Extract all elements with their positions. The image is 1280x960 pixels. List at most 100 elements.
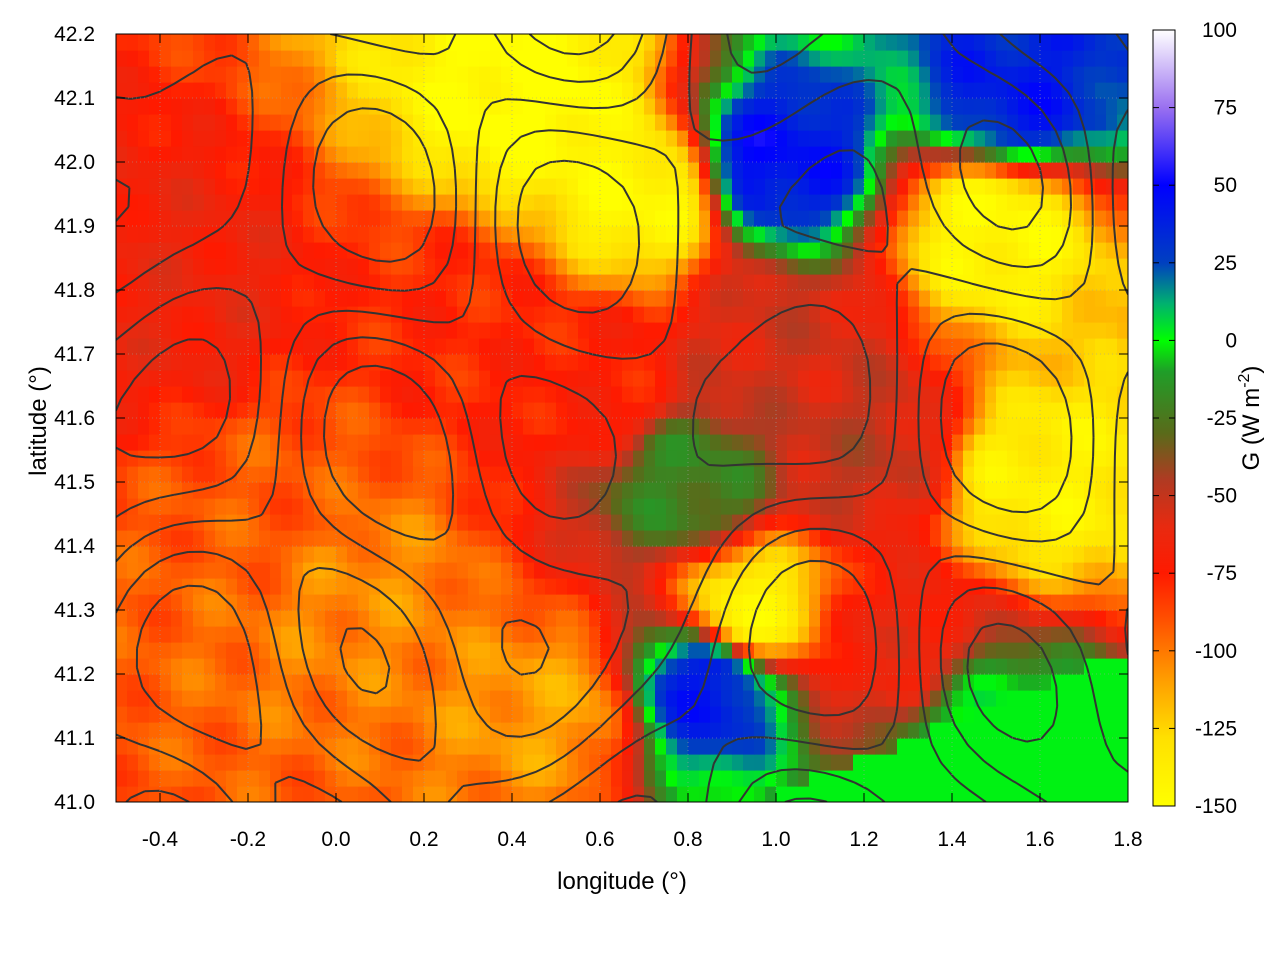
heatmap-cell xyxy=(402,386,414,403)
heatmap-cell xyxy=(622,130,634,147)
heatmap-cell xyxy=(391,738,403,755)
heatmap-cell xyxy=(941,82,953,99)
heatmap-cell xyxy=(622,466,634,483)
heatmap-cell xyxy=(226,594,238,611)
heatmap-cell xyxy=(314,386,326,403)
heatmap-cell xyxy=(655,354,667,371)
heatmap-cell xyxy=(875,562,887,579)
heatmap-cell xyxy=(336,466,348,483)
heatmap-cell xyxy=(545,498,557,515)
heatmap-cell xyxy=(710,290,722,307)
heatmap-cell xyxy=(1084,370,1096,387)
heatmap-cell xyxy=(776,594,788,611)
heatmap-cell xyxy=(677,754,689,771)
heatmap-cell xyxy=(732,610,744,627)
heatmap-cell xyxy=(908,722,920,739)
heatmap-cell xyxy=(655,82,667,99)
heatmap-cell xyxy=(556,722,568,739)
heatmap-cell xyxy=(127,722,139,739)
heatmap-cell xyxy=(1029,594,1041,611)
heatmap-cell xyxy=(754,258,766,275)
heatmap-cell xyxy=(1051,306,1063,323)
heatmap-cell xyxy=(248,258,260,275)
heatmap-cell xyxy=(754,514,766,531)
heatmap-cell xyxy=(875,258,887,275)
heatmap-cell xyxy=(908,354,920,371)
heatmap-cell xyxy=(303,546,315,563)
heatmap-cell xyxy=(215,642,227,659)
heatmap-cell xyxy=(842,98,854,115)
heatmap-cell xyxy=(985,482,997,499)
colorbar-tick-label: 75 xyxy=(1214,97,1237,120)
heatmap-cell xyxy=(1051,562,1063,579)
heatmap-cell xyxy=(633,50,645,67)
heatmap-cell xyxy=(237,594,249,611)
heatmap-cell xyxy=(930,178,942,195)
heatmap-cell xyxy=(798,610,810,627)
heatmap-cell xyxy=(237,738,249,755)
heatmap-cell xyxy=(545,786,557,802)
heatmap-cell xyxy=(281,258,293,275)
heatmap-cell xyxy=(666,386,678,403)
heatmap-cell xyxy=(226,546,238,563)
heatmap-cell xyxy=(941,578,953,595)
heatmap-cell xyxy=(512,738,524,755)
heatmap-cell xyxy=(644,338,656,355)
heatmap-cell xyxy=(589,562,601,579)
heatmap-cell xyxy=(721,306,733,323)
heatmap-cell xyxy=(677,786,689,802)
heatmap-cell xyxy=(1095,418,1107,435)
heatmap-cell xyxy=(930,386,942,403)
heatmap-cell xyxy=(149,66,161,83)
heatmap-cell xyxy=(259,178,271,195)
heatmap-cell xyxy=(710,642,722,659)
heatmap-cell xyxy=(578,194,590,211)
heatmap-cell xyxy=(985,594,997,611)
heatmap-cell xyxy=(149,210,161,227)
heatmap-cell xyxy=(1040,354,1052,371)
heatmap-cell xyxy=(204,482,216,499)
heatmap-cell xyxy=(974,66,986,83)
heatmap-cell xyxy=(754,82,766,99)
heatmap-cell xyxy=(1018,82,1030,99)
heatmap-cell xyxy=(545,34,557,51)
heatmap-cell xyxy=(996,754,1008,771)
heatmap-cell xyxy=(512,290,524,307)
heatmap-cell xyxy=(974,98,986,115)
heatmap-cell xyxy=(941,66,953,83)
heatmap-cell xyxy=(831,178,843,195)
heatmap-cell xyxy=(171,466,183,483)
heatmap-cell xyxy=(237,82,249,99)
heatmap-cell xyxy=(578,306,590,323)
heatmap-cell xyxy=(127,34,139,51)
heatmap-cell xyxy=(941,738,953,755)
heatmap-cell xyxy=(622,402,634,419)
heatmap-cell xyxy=(644,770,656,787)
heatmap-cell xyxy=(391,82,403,99)
heatmap-cell xyxy=(215,610,227,627)
heatmap-cell xyxy=(622,658,634,675)
heatmap-cell xyxy=(391,274,403,291)
heatmap-cell xyxy=(677,274,689,291)
heatmap-cell xyxy=(1073,738,1085,755)
heatmap-cell xyxy=(831,610,843,627)
heatmap-cell xyxy=(534,210,546,227)
heatmap-cell xyxy=(336,66,348,83)
heatmap-cell xyxy=(776,146,788,163)
heatmap-cell xyxy=(424,450,436,467)
heatmap-cell xyxy=(589,50,601,67)
heatmap-cell xyxy=(820,674,832,691)
heatmap-cell xyxy=(875,578,887,595)
heatmap-cell xyxy=(281,674,293,691)
heatmap-cell xyxy=(391,610,403,627)
heatmap-cell xyxy=(721,594,733,611)
heatmap-cell xyxy=(402,226,414,243)
heatmap-cell xyxy=(479,194,491,211)
heatmap-cell xyxy=(985,722,997,739)
heatmap-cell xyxy=(1106,754,1118,771)
heatmap-cell xyxy=(226,722,238,739)
heatmap-cell xyxy=(1073,258,1085,275)
heatmap-cell xyxy=(611,482,623,499)
heatmap-cell xyxy=(1073,178,1085,195)
heatmap-cell xyxy=(347,258,359,275)
